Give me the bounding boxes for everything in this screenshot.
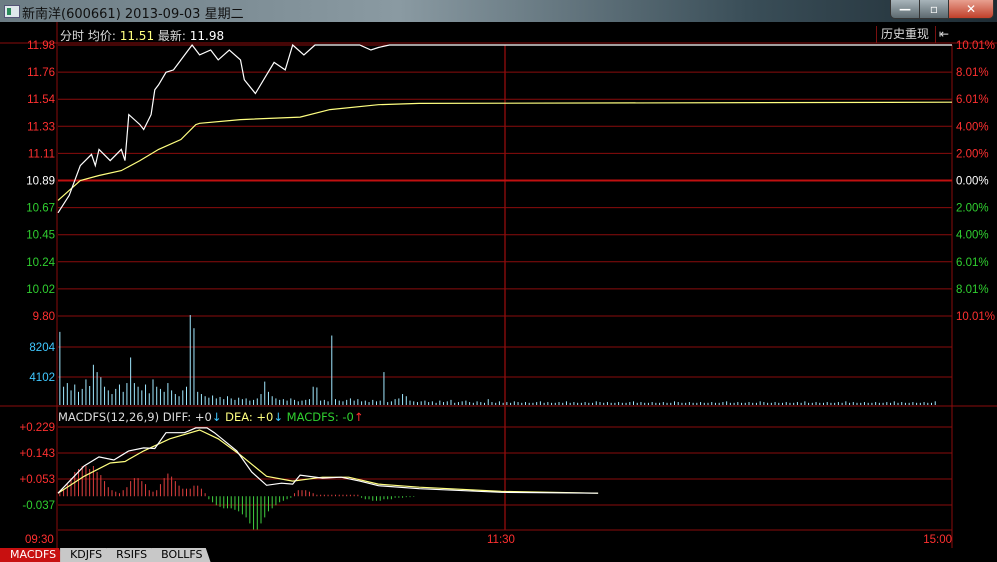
avg-price-line — [57, 101, 953, 201]
history-replay-button[interactable]: 历史重现 — [876, 26, 933, 43]
percent-tick-label: 10.01% — [956, 311, 995, 323]
arrow-down-icon: ↓ — [273, 410, 284, 424]
percent-tick-label: 8.01% — [956, 284, 989, 296]
price-tick-label: 11.33 — [27, 121, 55, 133]
percent-tick-label: 8.01% — [956, 67, 989, 79]
percent-tick-label: 6.01% — [956, 257, 989, 269]
price-tick-label: 10.02 — [26, 284, 55, 296]
time-tick-label: 15:00 — [923, 534, 952, 546]
last-value: 11.98 — [189, 29, 225, 43]
percent-tick-label: 2.00% — [956, 203, 989, 215]
window-title: 新南洋(600661) 2013-09-03 星期二 — [22, 7, 244, 22]
minimize-button[interactable]: — — [891, 0, 920, 18]
percent-tick-label: 0.00% — [956, 176, 989, 188]
percent-tick-label: 4.00% — [956, 230, 989, 242]
price-tick-label: 10.45 — [26, 230, 55, 242]
percent-tick-label: 6.01% — [956, 94, 989, 106]
macd-legend: MACDFS(12,26,9) DIFF: +0↓ DEA: +0↓ MACDF… — [58, 410, 364, 424]
diff-value: DIFF: +0 — [162, 410, 212, 424]
last-label: 最新: — [157, 29, 186, 43]
diff-line — [57, 427, 599, 494]
price-tick-label: 10.89 — [26, 176, 55, 188]
maximize-button[interactable]: ▫ — [920, 0, 949, 18]
dea-line — [57, 429, 599, 494]
price-tick-label: 9.80 — [33, 311, 55, 323]
macd-tick-label: -0.037 — [22, 500, 55, 512]
tab-bollfs[interactable]: BOLLFS — [151, 548, 211, 562]
time-tick-label: 11:30 — [487, 534, 515, 546]
price-header: 分时 均价: 11.51 最新: 11.98 — [60, 27, 224, 44]
price-tick-label: 11.11 — [28, 148, 55, 160]
indicator-tabs: MACDFS KDJFS RSIFS BOLLFS — [0, 548, 211, 562]
percent-tick-label: 10.01% — [956, 40, 995, 52]
price-tick-label: 10.67 — [26, 203, 55, 215]
price-tick-label: 11.98 — [27, 40, 55, 52]
intraday-chart[interactable]: 11.98 10.01% 11.76 8.01% 11.54 6.01% 11.33 4.00… — [0, 22, 997, 562]
avg-label: 均价: — [87, 29, 116, 43]
macd-tick-label: +0.053 — [20, 474, 56, 486]
mode-label: 分时 — [60, 29, 85, 43]
price-tick-label: 11.76 — [27, 67, 55, 79]
time-tick-label: 09:30 — [25, 534, 54, 546]
tab-kdjfs[interactable]: KDJFS — [60, 548, 111, 562]
macd-tick-label: +0.229 — [20, 422, 56, 434]
volume-tick-label: 4102 — [29, 372, 55, 384]
title-bar: 新南洋(600661) 2013-09-03 星期二 — ▫ ✕ — [0, 0, 997, 22]
arrow-down-icon: ↓ — [211, 410, 222, 424]
percent-tick-label: 2.00% — [956, 148, 989, 160]
avg-value: 11.51 — [119, 29, 155, 43]
dea-value: DEA: +0 — [225, 410, 274, 424]
history-back-icon[interactable]: ⇤ — [935, 26, 952, 43]
macd-tick-label: +0.143 — [20, 448, 56, 460]
tab-macdfs[interactable]: MACDFS — [0, 548, 65, 562]
price-tick-label: 10.24 — [26, 257, 55, 269]
tab-rsifs[interactable]: RSIFS — [106, 548, 156, 562]
percent-tick-label: 4.00% — [956, 121, 989, 133]
macd-name: MACDFS(12,26,9) — [58, 410, 160, 424]
price-line — [57, 43, 952, 214]
price-tick-label: 11.54 — [27, 94, 56, 106]
volume-tick-label: 8204 — [29, 342, 55, 354]
app-icon — [4, 5, 20, 18]
arrow-up-icon: ↑ — [353, 410, 364, 424]
macd-value: MACDFS: -0 — [286, 410, 354, 424]
close-button[interactable]: ✕ — [949, 0, 993, 18]
